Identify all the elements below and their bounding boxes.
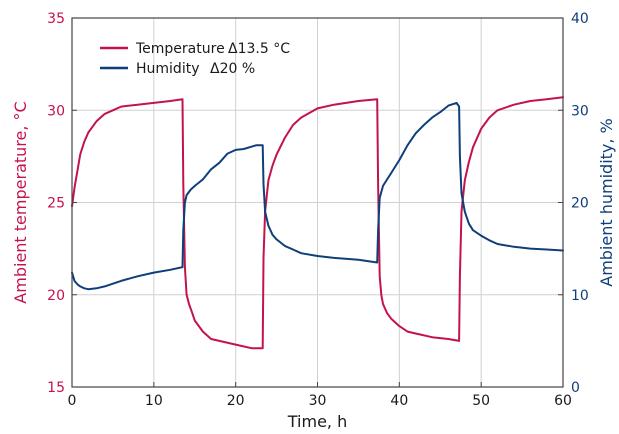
y-right-tick-label-0: 0: [571, 380, 580, 396]
series-line-humidity: [71, 101, 564, 291]
x-tick-label-10: 10: [145, 393, 163, 409]
y-right-tick-label-10: 10: [571, 288, 589, 304]
series-line-temperature: [71, 96, 564, 350]
x-axis-title: Time, h: [287, 412, 347, 431]
y-right-axis-title: Ambient humidity, %: [597, 118, 616, 287]
y-right-tick-label-30: 30: [571, 103, 589, 119]
y-right-tick-label-40: 40: [571, 11, 589, 27]
x-tick-label-20: 20: [227, 393, 245, 409]
y-left-tick-label-25: 25: [47, 196, 65, 212]
y-left-tick-label-30: 30: [47, 103, 65, 119]
y-left-tick-label-20: 20: [47, 288, 65, 304]
x-tick-label-40: 40: [390, 393, 408, 409]
legend-label-humidity: Humidity: [136, 61, 199, 77]
grid-lines: [72, 18, 563, 387]
series-lines: [71, 96, 564, 350]
x-tick-label-30: 30: [309, 393, 327, 409]
x-tick-label-60: 60: [554, 393, 572, 409]
y-left-axis-title: Ambient temperature, °C: [11, 101, 30, 303]
legend-delta-humidity: Δ20 %: [210, 61, 255, 77]
y-left-tick-label-35: 35: [47, 11, 65, 27]
legend: Temperature Δ13.5 °C Humidity Δ20 %: [100, 41, 290, 77]
y-left-tick-label-15: 15: [47, 380, 65, 396]
axes: 0 10 20 30 40 50 60 15 20 25 30 35 0 10 20 30 40 Time, h A…: [11, 11, 616, 431]
x-tick-label-50: 50: [472, 393, 490, 409]
x-tick-label-0: 0: [68, 393, 77, 409]
legend-delta-temperature: Δ13.5 °C: [228, 41, 290, 57]
legend-label-temperature: Temperature: [135, 41, 225, 57]
y-right-tick-label-20: 20: [571, 196, 589, 212]
